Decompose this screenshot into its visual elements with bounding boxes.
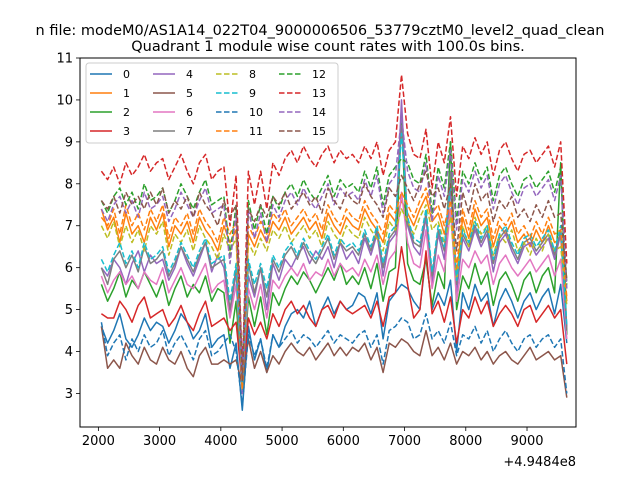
- series-line-6: [100, 191, 568, 378]
- legend-label-2: 2: [123, 106, 130, 119]
- series-line-7: [100, 124, 568, 391]
- x-axis: 2000 3000 4000 5000 6000 7000 8000 9000: [82, 427, 544, 449]
- legend-label-14: 14: [312, 106, 326, 119]
- y-tick-label: 6: [65, 261, 73, 276]
- y-tick-label: 9: [65, 135, 73, 150]
- legend-label-0: 0: [123, 68, 130, 81]
- y-tick-label: 4: [65, 345, 73, 360]
- series-line-10: [100, 313, 568, 407]
- series-line-3: [100, 245, 568, 386]
- legend-label-9: 9: [249, 87, 256, 100]
- series-line-12: [100, 141, 568, 370]
- series-line-5: [100, 326, 568, 398]
- series-line-9: [100, 132, 568, 386]
- series-line-1: [100, 195, 568, 395]
- x-tick-label: 9000: [510, 434, 543, 449]
- y-axis: 3 4 5 6 7 8 9 10 11: [56, 52, 80, 402]
- x-tick-label: 5000: [266, 434, 299, 449]
- legend-label-11: 11: [249, 125, 263, 138]
- legend-label-6: 6: [186, 106, 193, 119]
- x-tick-label: 6000: [327, 434, 360, 449]
- figure-suptitle: n file: modeM0/AS1A14_022T04_9000006506_…: [36, 23, 605, 39]
- x-tick-label: 4000: [204, 434, 237, 449]
- y-tick-label: 10: [56, 93, 73, 108]
- x-tick-label: 2000: [82, 434, 115, 449]
- legend-label-5: 5: [186, 87, 193, 100]
- legend-label-4: 4: [186, 68, 193, 81]
- legend-label-8: 8: [249, 68, 256, 81]
- y-tick-label: 5: [65, 303, 73, 318]
- legend-label-13: 13: [312, 87, 326, 100]
- plot-frame: [79, 57, 577, 428]
- y-tick-label: 8: [65, 177, 73, 192]
- legend-label-15: 15: [312, 125, 326, 138]
- y-tick-label: 3: [65, 387, 73, 402]
- legend-label-3: 3: [123, 125, 130, 138]
- x-tick-label: 7000: [388, 434, 421, 449]
- x-tick-label: 8000: [449, 434, 482, 449]
- legend-label-12: 12: [312, 68, 326, 81]
- y-tick-label: 7: [65, 219, 73, 234]
- series-line-14: [100, 115, 568, 378]
- y-tick-label: 11: [56, 52, 73, 67]
- legend-frame: [85, 62, 339, 144]
- chart-title: Quadrant 1 module wise count rates with …: [131, 39, 525, 55]
- legend-label-1: 1: [123, 87, 130, 100]
- legend-label-10: 10: [249, 106, 263, 119]
- series-line-0: [100, 254, 568, 411]
- series-line-2: [100, 115, 568, 391]
- series-line-15: [100, 170, 568, 382]
- series-layer: [100, 74, 568, 411]
- x-tick-label: 3000: [143, 434, 176, 449]
- series-line-13: [100, 74, 568, 374]
- legend-label-7: 7: [186, 125, 193, 138]
- x-offset-label: +4.9484e8: [503, 455, 576, 470]
